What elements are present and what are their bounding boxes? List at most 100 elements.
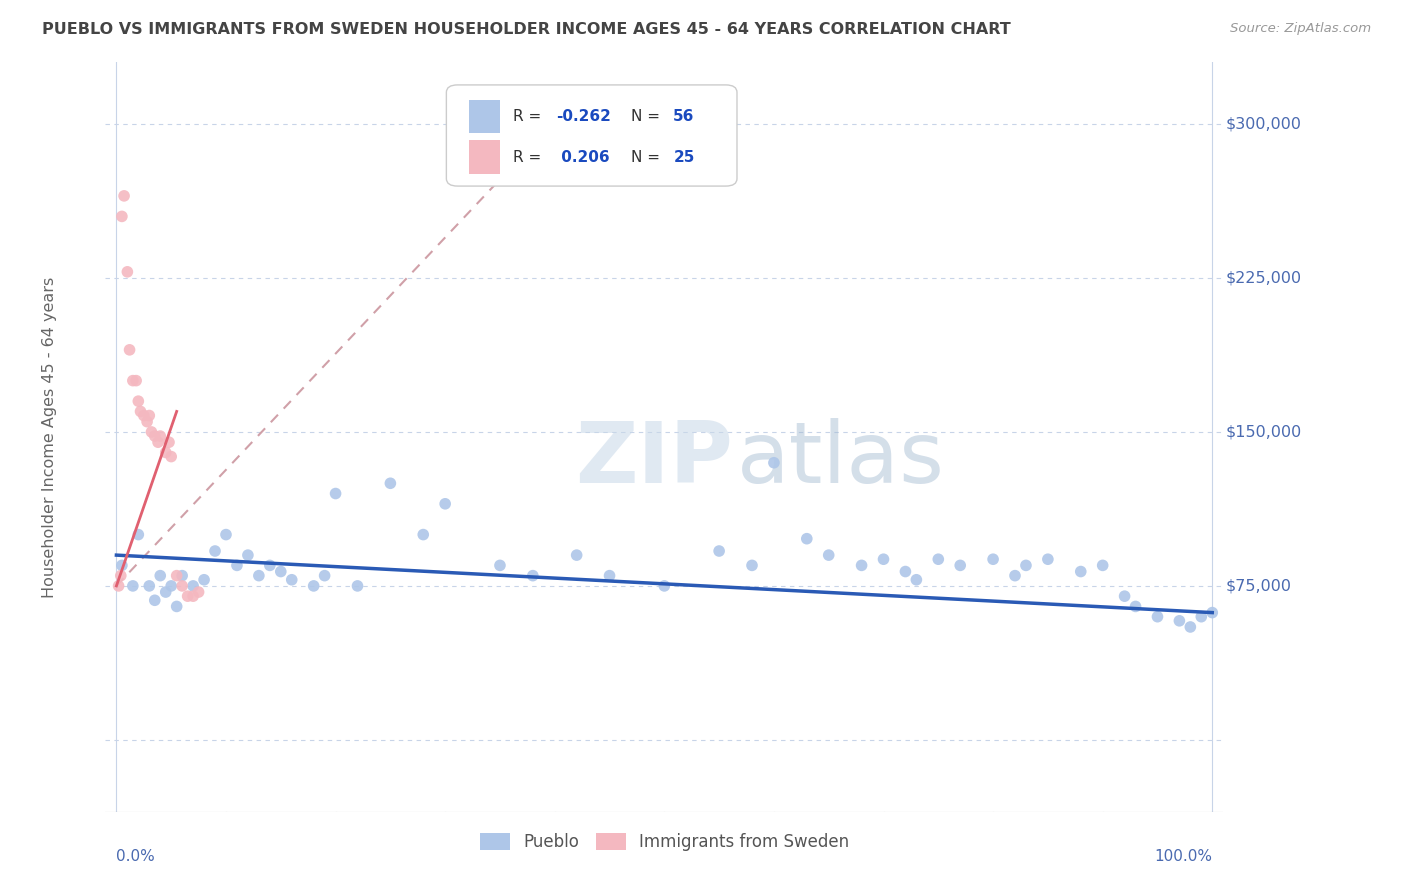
Point: [1146, 609, 1168, 624]
Point: [302, 579, 325, 593]
Point: [894, 565, 917, 579]
Point: [1091, 558, 1114, 573]
Point: [143, 429, 166, 443]
Point: [172, 568, 194, 582]
Text: $225,000: $225,000: [1226, 270, 1302, 285]
Point: [181, 589, 204, 603]
Point: [489, 558, 512, 573]
Point: [949, 558, 972, 573]
Text: Source: ZipAtlas.com: Source: ZipAtlas.com: [1230, 22, 1371, 36]
Point: [236, 548, 259, 562]
Text: 0.206: 0.206: [555, 150, 610, 164]
Point: [872, 552, 894, 566]
Point: [117, 265, 139, 279]
Point: [157, 435, 180, 450]
Point: [1114, 589, 1136, 603]
Point: [149, 429, 172, 443]
Point: [652, 579, 675, 593]
Text: atlas: atlas: [737, 418, 945, 501]
Point: [247, 568, 270, 582]
Point: [166, 599, 188, 614]
Point: [143, 593, 166, 607]
Point: [599, 568, 621, 582]
Point: [149, 568, 172, 582]
Point: [136, 415, 159, 429]
Point: [215, 527, 238, 541]
Point: [110, 568, 132, 582]
Point: [325, 486, 347, 500]
Text: R =: R =: [513, 109, 547, 124]
Point: [851, 558, 873, 573]
Point: [346, 579, 368, 593]
Point: [125, 374, 148, 388]
Point: [522, 568, 544, 582]
Text: N =: N =: [631, 109, 665, 124]
Text: -0.262: -0.262: [555, 109, 610, 124]
Point: [187, 585, 209, 599]
Point: [138, 579, 160, 593]
Point: [141, 425, 163, 439]
Point: [1125, 599, 1147, 614]
FancyBboxPatch shape: [446, 85, 737, 186]
Point: [796, 532, 818, 546]
Point: [927, 552, 949, 566]
Point: [981, 552, 1004, 566]
Point: [121, 579, 143, 593]
Point: [204, 544, 226, 558]
Point: [1201, 606, 1223, 620]
Text: N =: N =: [631, 150, 665, 164]
Point: [129, 404, 152, 418]
Text: PUEBLO VS IMMIGRANTS FROM SWEDEN HOUSEHOLDER INCOME AGES 45 - 64 YEARS CORRELATI: PUEBLO VS IMMIGRANTS FROM SWEDEN HOUSEHO…: [42, 22, 1011, 37]
Point: [160, 579, 183, 593]
Point: [155, 585, 177, 599]
Point: [111, 210, 134, 224]
Point: [1189, 609, 1212, 624]
Point: [181, 579, 204, 593]
Point: [314, 568, 336, 582]
Point: [905, 573, 928, 587]
Point: [127, 527, 149, 541]
Point: [1004, 568, 1026, 582]
Point: [741, 558, 763, 573]
Point: [193, 573, 215, 587]
Point: [112, 189, 135, 203]
Point: [1015, 558, 1038, 573]
Point: [172, 579, 194, 593]
Text: ZIP: ZIP: [575, 418, 733, 501]
Point: [565, 548, 588, 562]
Point: [118, 343, 141, 357]
FancyBboxPatch shape: [468, 140, 501, 174]
Point: [707, 544, 730, 558]
Point: [155, 445, 177, 459]
Text: 100.0%: 100.0%: [1154, 848, 1212, 863]
Point: [380, 476, 402, 491]
Point: [166, 568, 188, 582]
Point: [817, 548, 839, 562]
Point: [160, 450, 183, 464]
Point: [1168, 614, 1191, 628]
Text: $150,000: $150,000: [1226, 425, 1302, 440]
Point: [111, 558, 134, 573]
Point: [226, 558, 249, 573]
Text: 0.0%: 0.0%: [117, 848, 155, 863]
Text: $75,000: $75,000: [1226, 578, 1292, 593]
Legend: Pueblo, Immigrants from Sweden: Pueblo, Immigrants from Sweden: [472, 826, 856, 857]
Point: [281, 573, 304, 587]
Text: Householder Income Ages 45 - 64 years: Householder Income Ages 45 - 64 years: [42, 277, 58, 598]
Text: 56: 56: [673, 109, 695, 124]
Text: R =: R =: [513, 150, 547, 164]
Point: [121, 374, 143, 388]
Point: [132, 409, 155, 423]
Point: [1070, 565, 1092, 579]
Point: [412, 527, 434, 541]
Point: [434, 497, 457, 511]
Point: [1180, 620, 1202, 634]
Point: [146, 435, 169, 450]
Point: [270, 565, 292, 579]
Point: [762, 456, 785, 470]
Point: [127, 394, 149, 409]
Point: [259, 558, 281, 573]
Point: [107, 579, 129, 593]
Point: [1036, 552, 1059, 566]
Point: [138, 409, 160, 423]
